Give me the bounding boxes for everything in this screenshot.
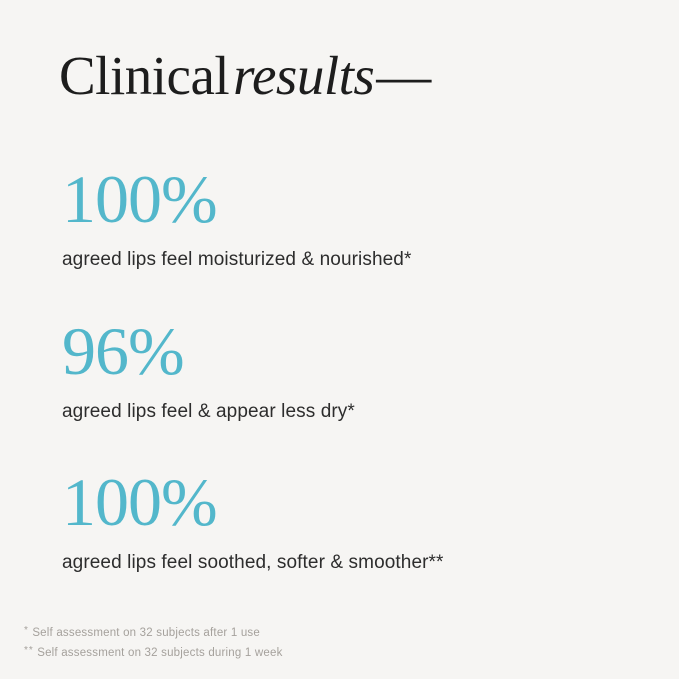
stat-item-soothed: 100% agreed lips feel soothed, softer & … xyxy=(62,468,643,576)
stat-item-moisturized: 100% agreed lips feel moisturized & nour… xyxy=(62,165,643,273)
page-title: Clinicalresults— xyxy=(59,48,643,103)
stat-value: 96% xyxy=(62,312,185,389)
stat-caption: agreed lips feel & appear less dry* xyxy=(62,400,355,422)
footnote-marker: * xyxy=(24,625,29,637)
footnote-marker: ** xyxy=(24,644,34,656)
stat-value: 100% xyxy=(62,464,218,541)
footnote-text: Self assessment on 32 subjects after 1 u… xyxy=(32,627,260,640)
stat-value: 100% xyxy=(62,161,218,237)
footnote-line: ** Self assessment on 32 subjects during… xyxy=(24,643,283,662)
footnotes: * Self assessment on 32 subjects after 1… xyxy=(24,623,283,662)
title-word-regular: Clinical xyxy=(59,45,230,106)
stat-caption: agreed lips feel soothed, softer & smoot… xyxy=(62,552,444,574)
title-word-italic: results xyxy=(233,45,375,106)
card-content: Clinicalresults— 100% agreed lips feel m… xyxy=(59,48,643,620)
footnote-text: Self assessment on 32 subjects during 1 … xyxy=(37,646,283,659)
stat-caption: agreed lips feel moisturized & nourished… xyxy=(62,249,412,270)
footnote-line: * Self assessment on 32 subjects after 1… xyxy=(24,623,283,642)
stat-item-less-dry: 96% agreed lips feel & appear less dry* xyxy=(62,317,643,425)
title-em-dash: — xyxy=(376,45,431,106)
